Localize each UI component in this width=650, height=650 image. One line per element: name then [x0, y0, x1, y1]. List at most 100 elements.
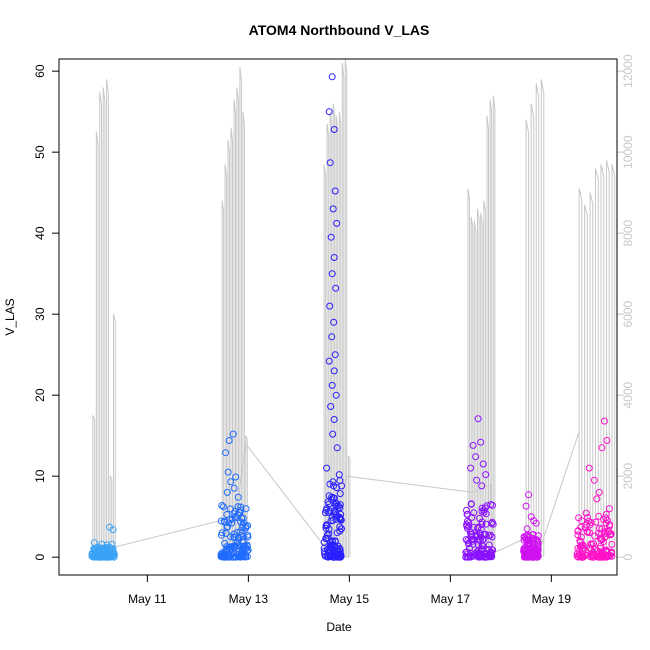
data-point [331, 351, 339, 359]
data-point [234, 493, 242, 501]
plot-frame [58, 58, 618, 576]
data-point [525, 491, 533, 499]
data-point [221, 553, 229, 561]
secondary-burst-5 [578, 160, 616, 558]
data-point [332, 500, 340, 508]
data-point [217, 517, 225, 525]
data-point [327, 403, 335, 410]
data-point [487, 501, 495, 508]
data-point [330, 318, 338, 326]
data-point [101, 550, 109, 558]
data-point [595, 512, 603, 520]
data-point [463, 517, 471, 525]
y2-tick-label: 10000 [621, 135, 635, 169]
data-point [472, 453, 480, 461]
data-point [108, 540, 116, 548]
data-point [330, 416, 338, 423]
data-point [227, 478, 235, 486]
data-point [326, 302, 334, 310]
data-point [333, 444, 341, 452]
y2-tick-label: 8000 [621, 219, 635, 246]
data-point [242, 551, 249, 559]
data-point [103, 546, 111, 554]
data-point [327, 517, 335, 525]
data-point [328, 333, 336, 341]
data-point [581, 552, 589, 560]
data-point [598, 444, 606, 452]
data-point [89, 552, 97, 560]
y-tick-label: 10 [33, 469, 47, 483]
data-point [608, 549, 615, 557]
data-point [222, 546, 230, 554]
data-point [329, 430, 337, 438]
data-point [481, 504, 489, 512]
data-point [486, 531, 494, 539]
data-point [474, 541, 482, 549]
data-point [603, 437, 611, 444]
data-point [338, 525, 345, 533]
y-tick-label: 50 [33, 145, 47, 159]
data-point [328, 73, 336, 81]
x-axis-label: Date [326, 620, 352, 634]
data-point [608, 540, 616, 548]
data-point [577, 523, 585, 531]
data-point [488, 518, 496, 526]
data-point [467, 553, 475, 561]
data-point [325, 108, 333, 116]
data-point [239, 543, 247, 550]
data-point [529, 531, 537, 538]
y-tick-label: 60 [33, 64, 47, 78]
data-point [602, 546, 610, 554]
secondary-series-layer [92, 58, 616, 558]
data-point [529, 553, 537, 561]
data-point [332, 284, 340, 292]
y-tick-label: 40 [33, 226, 47, 240]
data-point [465, 553, 473, 561]
data-point [463, 506, 470, 514]
series-5 [573, 417, 616, 561]
data-point [329, 553, 337, 561]
data-point [336, 501, 344, 509]
data-point [218, 529, 226, 537]
secondary-burst-3 [467, 95, 496, 558]
data-point [239, 523, 246, 531]
data-point [478, 547, 486, 555]
series-1 [217, 430, 252, 561]
data-point [221, 518, 229, 526]
data-point [332, 391, 340, 399]
data-point [326, 542, 334, 549]
data-point [585, 529, 593, 537]
data-point [462, 553, 470, 561]
data-point [521, 533, 529, 541]
data-point [474, 415, 482, 423]
y-axis-label: V_LAS [3, 298, 17, 335]
data-point [592, 518, 600, 526]
data-point [326, 159, 334, 167]
data-point [234, 503, 242, 511]
y2-tick-label: 2000 [621, 463, 635, 490]
data-point [465, 519, 473, 527]
data-point [330, 367, 338, 375]
data-point [586, 544, 594, 552]
chart-title: ATOM4 Northbound V_LAS [249, 22, 430, 38]
data-point [242, 524, 250, 532]
data-point [473, 476, 481, 484]
y2-tick-label: 12000 [621, 54, 635, 88]
data-point [320, 538, 328, 546]
y2-tick-label: 4000 [621, 381, 635, 408]
data-point [93, 544, 101, 551]
data-point [582, 551, 590, 559]
data-point [482, 471, 490, 479]
data-point [596, 524, 603, 532]
series-2 [320, 73, 346, 561]
data-point [467, 464, 475, 472]
data-point [323, 521, 330, 529]
data-point [600, 515, 608, 523]
data-point [329, 205, 337, 213]
y2-tick-label: 6000 [621, 300, 635, 327]
data-point [222, 449, 230, 457]
data-point [476, 514, 484, 522]
data-point [478, 518, 486, 526]
data-point [228, 519, 236, 527]
